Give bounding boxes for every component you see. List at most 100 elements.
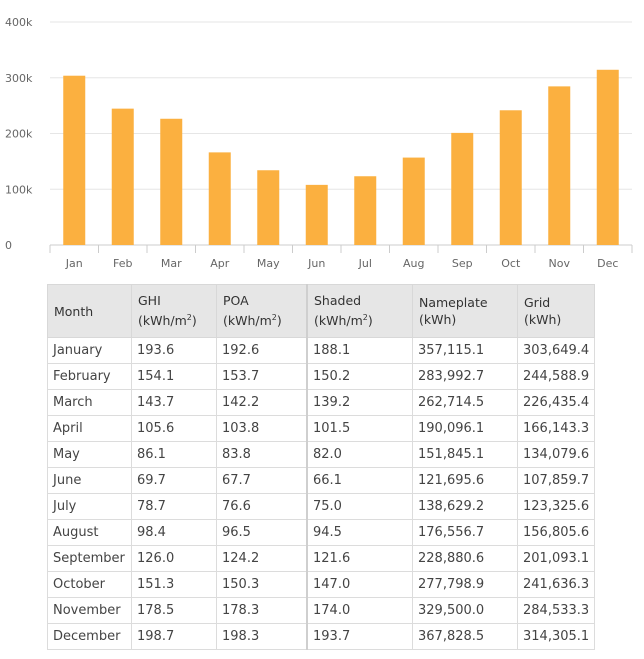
table-cell: 178.3 [216,597,308,624]
table-cell: 357,115.1 [412,337,518,364]
x-tick-label: Aug [403,257,424,270]
bar-jun [305,184,328,245]
monthly-data-table: Month GHI (kWh/m2) POA (kWh/m2) Shaded (kWh/m2… [47,284,596,650]
table-cell: June [47,467,132,494]
table-cell: May [47,441,132,468]
bar-may [257,170,280,245]
table-cell: 277,798.9 [412,571,518,598]
x-tick-label: Dec [597,257,618,270]
table-row: June 69.7 67.7 66.1 121,695.6 107,859.7 [47,467,596,494]
table-cell: 314,305.1 [516,623,596,650]
table-cell: 124.2 [216,545,308,572]
table-cell: 303,649.4 [516,337,596,364]
x-tick-label: Sep [452,257,473,270]
table-cell: 166,143.3 [516,415,596,442]
table-row: May 86.1 83.8 82.0 151,845.1 134,079.6 [47,441,596,468]
table-cell: 66.1 [306,467,413,494]
x-tick-label: Jul [358,257,372,270]
table-cell: 96.5 [216,519,308,546]
x-tick-label: Mar [161,257,182,270]
table-cell: 156,805.6 [516,519,596,546]
column-header: POA (kWh/m2) [216,284,308,338]
header-label: Nameplate [419,295,488,310]
table-row: December 198.7 198.3 193.7 367,828.5 314,305.… [47,623,596,650]
table-row: March 143.7 142.2 139.2 262,714.5 226,435.4 [47,389,596,416]
table-cell: 188.1 [306,337,413,364]
header-unit: (kWh/m [223,313,272,329]
header-unit: (kWh) [419,312,457,327]
table-cell: 94.5 [306,519,413,546]
x-tick-label: Nov [549,257,571,270]
header-label: Shaded [314,293,362,309]
table-cell: March [47,389,132,416]
unit-superscript: 2 [271,313,277,323]
table-row: October 151.3 150.3 147.0 277,798.9 241,636.3 [47,571,596,598]
table-cell: 75.0 [306,493,413,520]
table-cell: 83.8 [216,441,308,468]
bar-oct [499,110,522,245]
table-cell: 147.0 [306,571,413,598]
table-cell: 134,079.6 [516,441,596,468]
table-row: April 105.6 103.8 101.5 190,096.1 166,143.3 [47,415,596,442]
table-cell: 105.6 [131,415,217,442]
table-cell: 151.3 [131,571,217,598]
table-cell: 201,093.1 [516,545,596,572]
table-cell: 107,859.7 [516,467,596,494]
header-label: GHI [138,293,161,309]
table-cell: 123,325.6 [516,493,596,520]
table-cell: February [47,363,132,390]
bar-aug [402,157,425,245]
table-cell: 139.2 [306,389,413,416]
table-cell: July [47,493,132,520]
column-header: GHI (kWh/m2) [131,284,217,338]
table-row: November 178.5 178.3 174.0 329,500.0 284,533.… [47,597,596,624]
header-unit: (kWh) [524,312,562,327]
table-row: July 78.7 76.6 75.0 138,629.2 123,325.6 [47,493,596,520]
column-header: Grid (kWh) [516,284,596,338]
y-tick-label: 400k [5,16,33,29]
table-cell: 142.2 [216,389,308,416]
table-cell: 228,880.6 [412,545,518,572]
table-cell: 329,500.0 [412,597,518,624]
table-cell: 226,435.4 [516,389,596,416]
bar-nov [548,86,571,246]
table-row: February 154.1 153.7 150.2 283,992.7 244,588.… [47,363,596,390]
table-cell: 241,636.3 [516,571,596,598]
table-cell: August [47,519,132,546]
y-tick-label: 100k [5,183,33,196]
table-cell: 82.0 [306,441,413,468]
bar-jul [354,176,377,245]
table-cell: 151,845.1 [412,441,518,468]
bar-mar [160,118,183,245]
table-cell: September [47,545,132,572]
monthly-energy-bar-chart: 0 100k 200k 300k 400k Jan Feb Mar Apr May Jun Jul Au… [5,16,633,270]
table-cell: 154.1 [131,363,217,390]
table-cell: 244,588.9 [516,363,596,390]
table-cell: 178.5 [131,597,217,624]
table-cell: 150.2 [306,363,413,390]
table-cell: 143.7 [131,389,217,416]
x-tick-label: Feb [113,257,132,270]
table-cell: December [47,623,132,650]
table-cell: 126.0 [131,545,217,572]
y-tick-label: 300k [5,72,33,85]
table-cell: 193.6 [131,337,217,364]
column-header: Nameplate (kWh) [412,284,518,338]
y-tick-label: 0 [5,239,12,252]
header-label: Month [54,303,94,319]
table-cell: 103.8 [216,415,308,442]
y-tick-label: 200k [5,128,33,141]
header-unit: (kWh/m [314,313,363,329]
table-cell: 69.7 [131,467,217,494]
table-cell: 284,533.3 [516,597,596,624]
column-header: Month [47,284,132,338]
table-cell: 198.3 [216,623,308,650]
unit-superscript: 2 [186,313,192,323]
table-cell: 198.7 [131,623,217,650]
table-row: January 193.6 192.6 188.1 357,115.1 303,649.4 [47,337,596,364]
x-tick-label: May [257,257,280,270]
bar-sep [451,132,474,245]
table-cell: 76.6 [216,493,308,520]
header-label: POA [223,293,249,309]
table-header-row: Month GHI (kWh/m2) POA (kWh/m2) Shaded (kWh/m2… [47,284,596,338]
